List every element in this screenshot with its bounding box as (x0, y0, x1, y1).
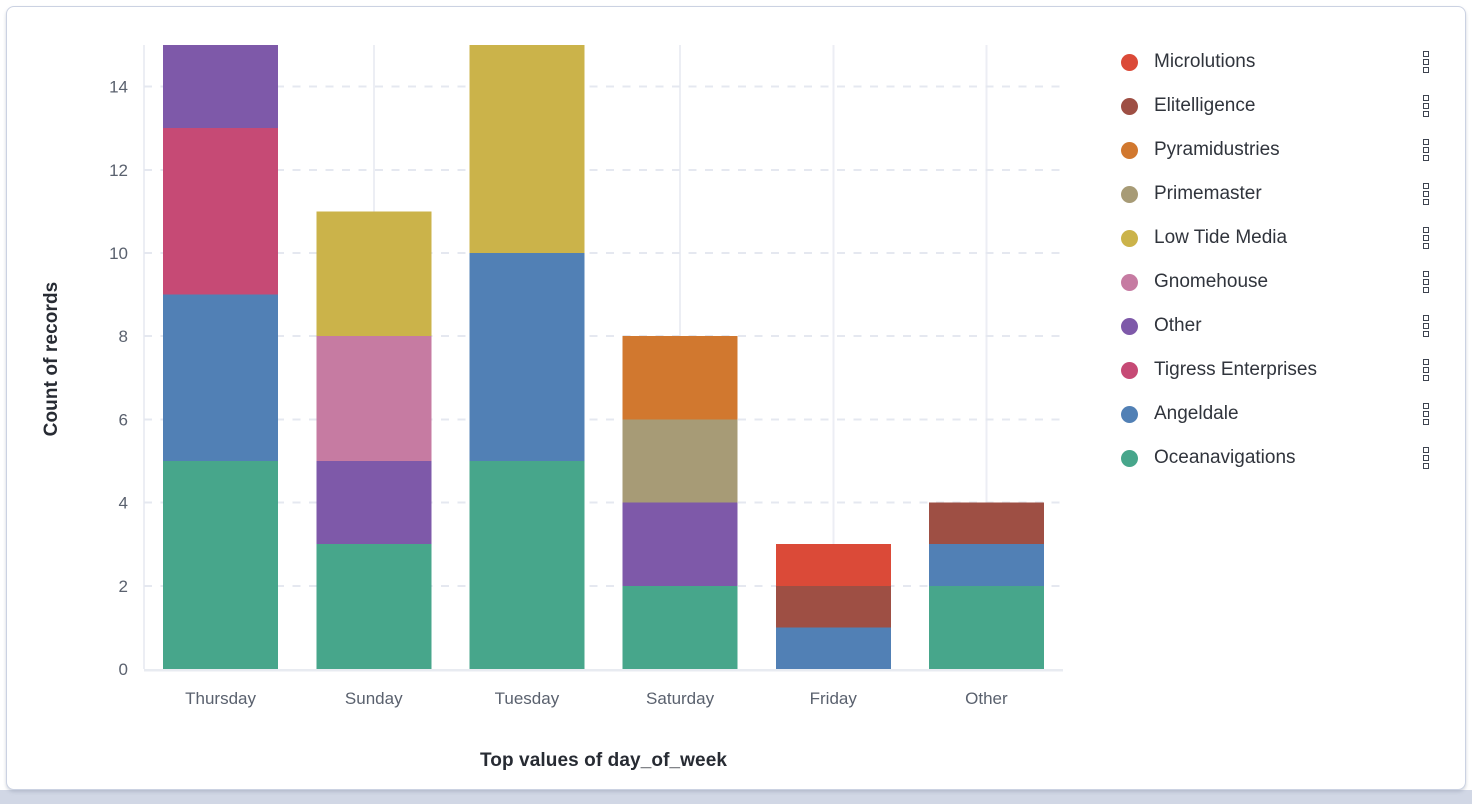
legend-label[interactable]: Low Tide Media (1154, 227, 1288, 248)
chart-panel: 0 2 4 6 8 10 12 14 Thursday Sunday Tuesday Saturday… (6, 6, 1466, 790)
legend-label[interactable]: Tigress Enterprises (1154, 359, 1317, 380)
bar-segment-tigress-enterprises[interactable] (163, 128, 279, 295)
bar-segment-oceanavigations[interactable] (928, 585, 1044, 669)
legend-item: Microlutions (1121, 40, 1457, 84)
legend-label[interactable]: Elitelligence (1154, 95, 1256, 116)
y-tick-label: 2 (119, 577, 128, 596)
y-axis-title: Count of records (41, 281, 62, 437)
legend-item: Gnomehouse (1121, 260, 1457, 304)
bar-segment-low-tide-media[interactable] (469, 45, 585, 253)
legend-label[interactable]: Primemaster (1154, 183, 1262, 204)
x-tick-label: Other (965, 689, 1008, 708)
bar-segment-angeldale[interactable] (775, 627, 891, 669)
bar-segment-other[interactable] (316, 461, 432, 545)
bar-segment-other[interactable] (622, 502, 738, 586)
bar-segment-other[interactable] (163, 45, 279, 129)
legend-label[interactable]: Oceanavigations (1154, 447, 1296, 468)
legend-color-dot (1121, 449, 1138, 467)
bar-segment-microlutions[interactable] (775, 544, 891, 586)
boxes-vertical-icon[interactable] (1421, 137, 1431, 163)
legend-label[interactable]: Other (1154, 315, 1202, 336)
legend-color-dot (1121, 405, 1138, 423)
legend-color-dot (1121, 141, 1138, 159)
legend-label[interactable]: Pyramidustries (1154, 139, 1280, 160)
y-tick-label: 14 (109, 78, 128, 97)
bar-segment-angeldale[interactable] (469, 253, 585, 461)
x-axis-title: Top values of day_of_week (479, 750, 728, 771)
bar-segment-low-tide-media[interactable] (316, 211, 432, 337)
bar-segment-pyramidustries[interactable] (622, 336, 738, 420)
bar-segment-angeldale[interactable] (928, 544, 1044, 586)
boxes-vertical-icon[interactable] (1421, 269, 1431, 295)
legend: Microlutions Elitelligence Pyramidustries P… (1121, 40, 1457, 480)
legend-item: Pyramidustries (1121, 128, 1457, 172)
boxes-vertical-icon[interactable] (1421, 181, 1431, 207)
x-tick-label: Friday (810, 689, 858, 708)
boxes-vertical-icon[interactable] (1421, 93, 1431, 119)
y-tick-label: 10 (109, 244, 128, 263)
legend-item: Tigress Enterprises (1121, 348, 1457, 392)
y-tick-label: 12 (109, 161, 128, 180)
bar-segment-oceanavigations[interactable] (469, 461, 585, 669)
legend-color-dot (1121, 317, 1138, 335)
legend-item: Primemaster (1121, 172, 1457, 216)
x-axis-line (144, 669, 1063, 672)
legend-item: Other (1121, 304, 1457, 348)
legend-label[interactable]: Gnomehouse (1154, 271, 1269, 292)
x-tick-label: Thursday (185, 689, 256, 708)
legend-color-dot (1121, 97, 1138, 115)
page-background-strip (0, 790, 1472, 804)
legend-color-dot (1121, 229, 1138, 247)
bar-segment-primemaster[interactable] (622, 419, 738, 503)
y-tick-label: 8 (119, 327, 128, 346)
boxes-vertical-icon[interactable] (1421, 445, 1431, 471)
legend-color-dot (1121, 185, 1138, 203)
y-tick-label: 4 (119, 494, 128, 513)
bar-segment-elitelligence[interactable] (775, 585, 891, 628)
legend-item: Low Tide Media (1121, 216, 1457, 260)
x-tick-label: Tuesday (495, 689, 560, 708)
boxes-vertical-icon[interactable] (1421, 313, 1431, 339)
bar-segment-oceanavigations[interactable] (316, 544, 432, 669)
legend-item: Oceanavigations (1121, 436, 1457, 480)
boxes-vertical-icon[interactable] (1421, 401, 1431, 427)
boxes-vertical-icon[interactable] (1421, 357, 1431, 383)
legend-color-dot (1121, 53, 1138, 71)
legend-label[interactable]: Microlutions (1154, 51, 1256, 72)
bar-segment-oceanavigations[interactable] (622, 585, 738, 669)
boxes-vertical-icon[interactable] (1421, 49, 1431, 75)
legend-item: Elitelligence (1121, 84, 1457, 128)
legend-color-dot (1121, 273, 1138, 291)
bar-segment-angeldale[interactable] (163, 294, 279, 461)
bar-segment-oceanavigations[interactable] (163, 461, 279, 669)
y-tick-label: 0 (119, 660, 128, 679)
boxes-vertical-icon[interactable] (1421, 225, 1431, 251)
x-tick-label: Saturday (646, 689, 715, 708)
bar-segment-elitelligence[interactable] (928, 502, 1044, 545)
legend-label[interactable]: Angeldale (1154, 403, 1239, 424)
legend-item: Angeldale (1121, 392, 1457, 436)
legend-color-dot (1121, 361, 1138, 379)
x-tick-label: Sunday (345, 689, 403, 708)
y-tick-label: 6 (119, 410, 128, 429)
stacked-bar-chart: 0 2 4 6 8 10 12 14 Thursday Sunday Tuesday Saturday… (7, 7, 1107, 789)
chart-canvas[interactable]: 0 2 4 6 8 10 12 14 Thursday Sunday Tuesday Saturday… (7, 7, 1107, 789)
bar-segment-gnomehouse[interactable] (316, 336, 432, 461)
